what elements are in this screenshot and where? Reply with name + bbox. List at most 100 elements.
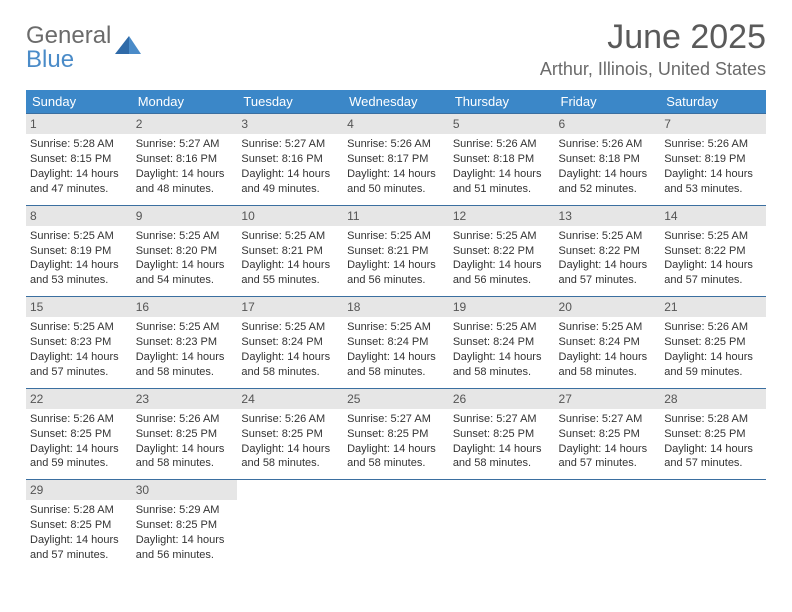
day-number: 3	[237, 114, 343, 134]
day-cell: 6Sunrise: 5:26 AMSunset: 8:18 PMDaylight…	[555, 114, 661, 206]
day-number: 11	[343, 206, 449, 226]
daylight-line: Daylight: 14 hours	[347, 350, 445, 365]
location-label: Arthur, Illinois, United States	[540, 59, 766, 80]
sunset-line: Sunset: 8:16 PM	[241, 152, 339, 167]
daylight-line: Daylight: 14 hours	[347, 258, 445, 273]
day-cell: 22Sunrise: 5:26 AMSunset: 8:25 PMDayligh…	[26, 388, 132, 480]
day-cell: 29Sunrise: 5:28 AMSunset: 8:25 PMDayligh…	[26, 480, 132, 571]
daylight-line: and 57 minutes.	[664, 273, 762, 288]
daylight-line: and 56 minutes.	[136, 548, 234, 563]
sunrise-line: Sunrise: 5:28 AM	[30, 137, 128, 152]
daylight-line: Daylight: 14 hours	[453, 167, 551, 182]
dow-sunday: Sunday	[26, 90, 132, 114]
daylight-line: and 58 minutes.	[136, 456, 234, 471]
day-cell	[343, 480, 449, 571]
daylight-line: Daylight: 14 hours	[30, 258, 128, 273]
day-cell	[449, 480, 555, 571]
daylight-line: and 58 minutes.	[453, 456, 551, 471]
day-number: 27	[555, 389, 661, 409]
day-cell	[237, 480, 343, 571]
sunrise-line: Sunrise: 5:25 AM	[664, 229, 762, 244]
sunset-line: Sunset: 8:18 PM	[453, 152, 551, 167]
sunrise-line: Sunrise: 5:27 AM	[136, 137, 234, 152]
daylight-line: and 50 minutes.	[347, 182, 445, 197]
daylight-line: and 58 minutes.	[241, 365, 339, 380]
day-number: 25	[343, 389, 449, 409]
day-cell: 10Sunrise: 5:25 AMSunset: 8:21 PMDayligh…	[237, 205, 343, 297]
day-number: 4	[343, 114, 449, 134]
daylight-line: Daylight: 14 hours	[664, 350, 762, 365]
sunset-line: Sunset: 8:25 PM	[241, 427, 339, 442]
day-cell: 23Sunrise: 5:26 AMSunset: 8:25 PMDayligh…	[132, 388, 238, 480]
daylight-line: Daylight: 14 hours	[453, 258, 551, 273]
sunset-line: Sunset: 8:18 PM	[559, 152, 657, 167]
sunrise-line: Sunrise: 5:25 AM	[453, 229, 551, 244]
day-number: 7	[660, 114, 766, 134]
day-number: 5	[449, 114, 555, 134]
sunset-line: Sunset: 8:24 PM	[347, 335, 445, 350]
sunset-line: Sunset: 8:24 PM	[559, 335, 657, 350]
sunset-line: Sunset: 8:25 PM	[664, 335, 762, 350]
daylight-line: Daylight: 14 hours	[30, 533, 128, 548]
daylight-line: and 57 minutes.	[664, 456, 762, 471]
page-header: General Blue June 2025 Arthur, Illinois,…	[26, 18, 766, 80]
sunrise-line: Sunrise: 5:26 AM	[559, 137, 657, 152]
daylight-line: Daylight: 14 hours	[559, 442, 657, 457]
daylight-line: and 47 minutes.	[30, 182, 128, 197]
daylight-line: Daylight: 14 hours	[136, 167, 234, 182]
day-number: 19	[449, 297, 555, 317]
day-number: 1	[26, 114, 132, 134]
sunrise-line: Sunrise: 5:27 AM	[241, 137, 339, 152]
day-cell: 4Sunrise: 5:26 AMSunset: 8:17 PMDaylight…	[343, 114, 449, 206]
day-number: 22	[26, 389, 132, 409]
daylight-line: and 58 minutes.	[136, 365, 234, 380]
day-cell: 14 Sunrise: 5:25 AMSunset: 8:22 PMDayligh…	[660, 205, 766, 297]
daylight-line: and 48 minutes.	[136, 182, 234, 197]
day-cell: 5Sunrise: 5:26 AMSunset: 8:18 PMDaylight…	[449, 114, 555, 206]
daylight-line: Daylight: 14 hours	[559, 258, 657, 273]
daylight-line: and 59 minutes.	[30, 456, 128, 471]
day-number: 30	[132, 480, 238, 500]
daylight-line: and 53 minutes.	[664, 182, 762, 197]
daylight-line: and 58 minutes.	[559, 365, 657, 380]
daylight-line: Daylight: 14 hours	[664, 258, 762, 273]
brand-logo: General Blue	[26, 18, 143, 72]
day-cell: 28Sunrise: 5:28 AMSunset: 8:25 PMDayligh…	[660, 388, 766, 480]
daylight-line: Daylight: 14 hours	[136, 258, 234, 273]
day-number: 23	[132, 389, 238, 409]
day-cell: 25 Sunrise: 5:27 AMSunset: 8:25 PMDayligh…	[343, 388, 449, 480]
daylight-line: Daylight: 14 hours	[453, 350, 551, 365]
day-of-week-row: Sunday Monday Tuesday Wednesday Thursday…	[26, 90, 766, 114]
day-cell: 30Sunrise: 5:29 AMSunset: 8:25 PMDayligh…	[132, 480, 238, 571]
sunrise-line: Sunrise: 5:27 AM	[347, 412, 445, 427]
day-number: 10	[237, 206, 343, 226]
sunset-line: Sunset: 8:25 PM	[136, 518, 234, 533]
day-number: 14	[660, 206, 766, 226]
sunrise-line: Sunrise: 5:25 AM	[241, 229, 339, 244]
dow-saturday: Saturday	[660, 90, 766, 114]
day-number: 29	[26, 480, 132, 500]
sunset-line: Sunset: 8:23 PM	[30, 335, 128, 350]
dow-monday: Monday	[132, 90, 238, 114]
day-cell: 8Sunrise: 5:25 AMSunset: 8:19 PMDaylight…	[26, 205, 132, 297]
daylight-line: Daylight: 14 hours	[241, 442, 339, 457]
brand-name-top: General	[26, 24, 111, 48]
daylight-line: and 51 minutes.	[453, 182, 551, 197]
week-row: 8Sunrise: 5:25 AMSunset: 8:19 PMDaylight…	[26, 205, 766, 297]
day-cell: 15Sunrise: 5:25 AMSunset: 8:23 PMDayligh…	[26, 297, 132, 389]
sunset-line: Sunset: 8:22 PM	[664, 244, 762, 259]
sunset-line: Sunset: 8:19 PM	[664, 152, 762, 167]
day-cell: 19Sunrise: 5:25 AMSunset: 8:24 PMDayligh…	[449, 297, 555, 389]
sunset-line: Sunset: 8:17 PM	[347, 152, 445, 167]
sunset-line: Sunset: 8:20 PM	[136, 244, 234, 259]
sunrise-line: Sunrise: 5:27 AM	[453, 412, 551, 427]
day-number: 28	[660, 389, 766, 409]
daylight-line: Daylight: 14 hours	[347, 442, 445, 457]
sunset-line: Sunset: 8:22 PM	[453, 244, 551, 259]
sunset-line: Sunset: 8:25 PM	[347, 427, 445, 442]
sunrise-line: Sunrise: 5:25 AM	[559, 229, 657, 244]
sunrise-line: Sunrise: 5:26 AM	[664, 320, 762, 335]
day-cell: 1Sunrise: 5:28 AMSunset: 8:15 PMDaylight…	[26, 114, 132, 206]
daylight-line: and 57 minutes.	[559, 456, 657, 471]
daylight-line: and 57 minutes.	[30, 365, 128, 380]
